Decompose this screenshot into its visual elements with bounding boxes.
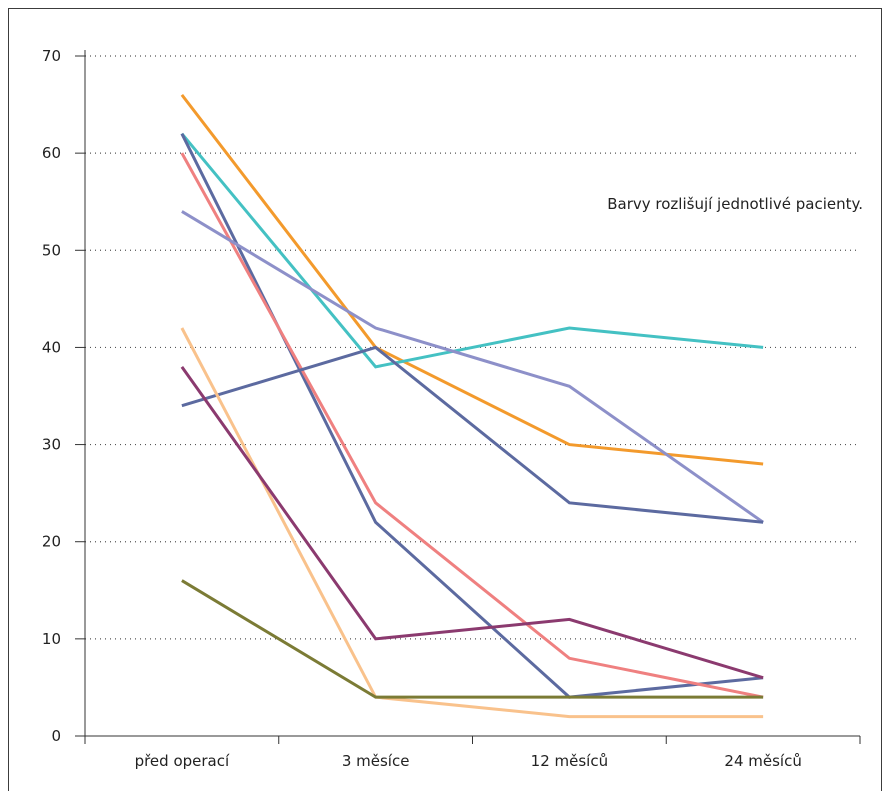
series-line-5	[181, 210, 764, 524]
x-tick-label: 3 měsíce	[342, 752, 410, 770]
x-tick-label: 24 měsíců	[724, 752, 801, 770]
y-tick-label: 30	[42, 436, 61, 454]
y-tick-label: 20	[42, 533, 61, 551]
y-tick-label: 70	[42, 47, 61, 65]
series-line-1	[180, 93, 764, 466]
grid-lines	[85, 55, 860, 640]
y-tick-label: 0	[51, 727, 61, 745]
y-tick-label: 10	[42, 630, 61, 648]
y-tick-label: 50	[42, 241, 61, 259]
axes	[75, 50, 861, 744]
y-tick-label: 40	[42, 338, 61, 356]
series-line-6	[181, 345, 764, 524]
chart-frame	[8, 8, 882, 791]
series-line-7	[180, 327, 764, 719]
x-tick-label: před operací	[135, 752, 230, 770]
series-line-4	[180, 152, 764, 699]
x-tick-label: 12 měsíců	[531, 752, 608, 770]
series-line-9	[181, 579, 764, 699]
series-line-3	[180, 133, 764, 699]
tick-labels: 0 10 20 30 40 50 60 70 před operací 3 měsíce 12 mě…	[42, 47, 802, 770]
series-line-2	[180, 132, 764, 369]
series-lines	[180, 93, 764, 719]
y-tick-label: 60	[42, 144, 61, 162]
series-line-8	[180, 365, 764, 680]
annotation-text: Barvy rozlišují jednotlivé pacienty.	[607, 195, 863, 213]
